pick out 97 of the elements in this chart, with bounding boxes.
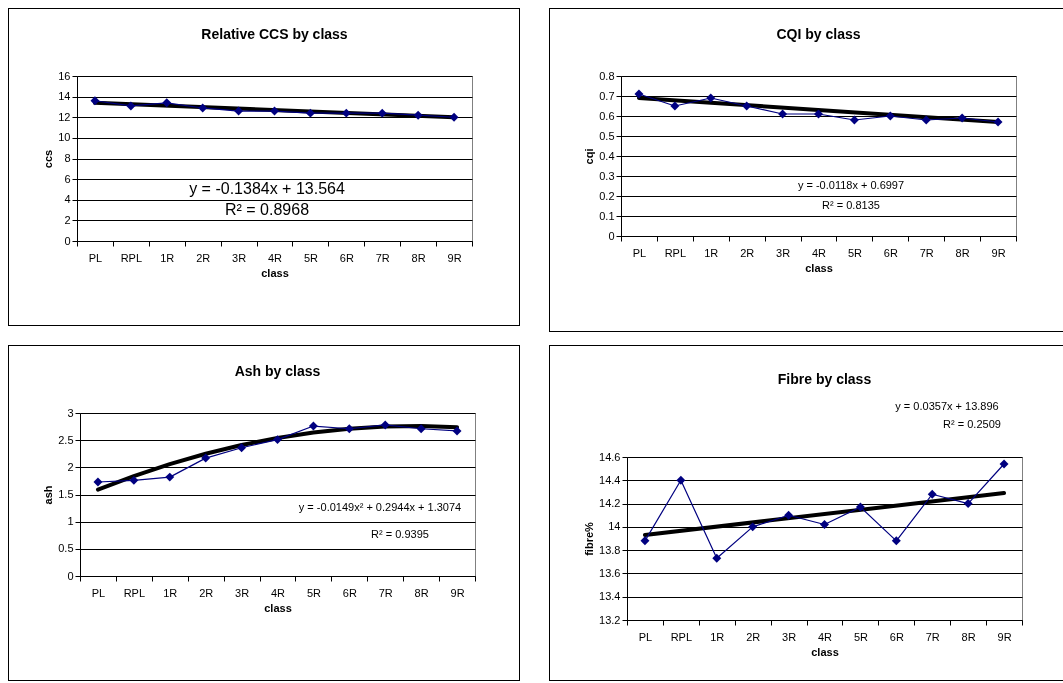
x-tick-label: 4R <box>267 251 283 264</box>
y-tick-label: 0.8 <box>599 69 615 82</box>
annotation: y = -0.0149x² + 0.2944x + 1.3074 <box>298 501 462 513</box>
annotation: y = -0.0118x + 0.6997 <box>797 179 905 191</box>
y-tick-label: 2 <box>64 213 71 226</box>
y-tick-label: 0.5 <box>599 129 615 142</box>
x-tick-label: 7R <box>378 586 393 599</box>
y-tick-label: 13.8 <box>599 543 621 556</box>
x-tick-label: PL <box>88 251 103 264</box>
y-tick-label: 14 <box>608 520 621 533</box>
x-tick-label: 6R <box>889 630 904 643</box>
x-tick-label: 7R <box>919 246 934 259</box>
x-axis-title: class <box>264 601 292 614</box>
x-tick-label: 9R <box>997 630 1012 643</box>
x-tick-label: 1R <box>704 246 719 259</box>
x-tick-label: 1R <box>163 586 178 599</box>
x-tick-label: 4R <box>811 246 827 259</box>
chart-title: CQI by class <box>776 26 861 42</box>
y-tick-label: 16 <box>58 69 71 82</box>
x-tick-label: 2R <box>740 246 755 259</box>
x-tick-label: 5R <box>847 246 862 259</box>
x-tick-label: 1R <box>710 630 725 643</box>
x-tick-label: 2R <box>196 251 211 264</box>
x-tick-label: 6R <box>883 246 898 259</box>
chart-title: Fibre by class <box>777 371 872 387</box>
x-tick-label: 4R <box>817 630 833 643</box>
y-tick-label: 13.4 <box>599 590 621 603</box>
x-tick-label: 3R <box>232 251 247 264</box>
x-tick-label: 9R <box>447 251 462 264</box>
y-tick-label: 14.2 <box>599 497 621 510</box>
y-tick-label: 0.3 <box>599 169 615 182</box>
y-tick-label: 13.2 <box>599 613 621 626</box>
y-tick-label: 14.4 <box>599 473 621 486</box>
y-axis-title: ash <box>42 485 55 505</box>
x-tick-label: 9R <box>450 586 465 599</box>
text: R² = 0.2509 <box>943 418 1001 430</box>
y-tick-label: 0.7 <box>599 89 615 102</box>
x-tick-label: PL <box>91 586 106 599</box>
x-tick-label: 3R <box>235 586 250 599</box>
x-tick-label: 5R <box>306 586 321 599</box>
x-tick-label: 9R <box>991 246 1006 259</box>
text: y = 0.0357x + 13.896 <box>895 400 999 412</box>
y-tick-label: 0.6 <box>599 109 615 122</box>
annotation: R² = 0.8968 <box>224 201 310 218</box>
x-tick-label: 6R <box>342 586 357 599</box>
y-tick-label: 2.5 <box>58 433 74 446</box>
y-tick-label: 14.6 <box>599 450 621 463</box>
x-tick-label: RPL <box>670 630 693 643</box>
chart-title: Ash by class <box>234 363 321 379</box>
annotation: R² = 0.9395 <box>371 528 429 540</box>
x-tick-label: 8R <box>414 586 429 599</box>
y-tick-label: 10 <box>58 131 71 144</box>
x-tick-label: 7R <box>375 251 390 264</box>
y-tick-label: 0.2 <box>599 189 615 202</box>
x-tick-label: PL <box>638 630 653 643</box>
x-tick-label: 4R <box>270 586 286 599</box>
y-tick-label: 0 <box>64 234 71 247</box>
y-tick-label: 0.1 <box>599 209 615 222</box>
x-tick-label: 7R <box>925 630 940 643</box>
x-tick-label: 8R <box>955 246 970 259</box>
x-tick-label: 5R <box>853 630 868 643</box>
annotation: y = -0.1384x + 13.564 <box>189 180 345 197</box>
y-tick-label: 2 <box>67 460 74 473</box>
x-tick-label: 8R <box>411 251 426 264</box>
x-tick-label: PL <box>632 246 647 259</box>
x-tick-label: RPL <box>123 586 146 599</box>
x-axis-title: class <box>805 261 833 274</box>
x-tick-label: 1R <box>160 251 175 264</box>
y-tick-label: 3 <box>67 406 74 419</box>
y-tick-label: 12 <box>58 110 71 123</box>
y-tick-label: 8 <box>64 152 71 164</box>
x-axis-title: class <box>811 645 839 658</box>
x-tick-label: RPL <box>120 251 143 264</box>
x-axis-title: class <box>261 266 289 279</box>
y-tick-label: 6 <box>64 172 71 185</box>
x-tick-label: 5R <box>303 251 318 264</box>
y-tick-label: 4 <box>64 193 71 206</box>
x-tick-label: 8R <box>961 630 976 643</box>
x-tick-label: RPL <box>664 246 687 259</box>
y-tick-label: 1 <box>67 515 74 528</box>
y-tick-label: 1.5 <box>58 488 74 500</box>
y-tick-label: 13.6 <box>599 566 621 579</box>
y-axis-title: fibre% <box>583 521 596 556</box>
x-tick-label: 2R <box>199 586 214 599</box>
y-tick-label: 14 <box>58 90 71 103</box>
y-axis-title: ccs <box>42 149 55 169</box>
annotation: R² = 0.8135 <box>822 199 880 211</box>
x-tick-label: 3R <box>782 630 797 643</box>
y-tick-label: 0.4 <box>599 149 615 162</box>
y-tick-label: 0 <box>608 229 615 242</box>
chart-title: Relative CCS by class <box>201 26 348 42</box>
x-tick-label: 6R <box>339 251 354 264</box>
x-tick-label: 2R <box>746 630 761 643</box>
y-axis-title: cqi <box>583 148 596 165</box>
y-tick-label: 0 <box>67 569 74 582</box>
y-tick-label: 0.5 <box>58 542 74 555</box>
x-tick-label: 3R <box>776 246 791 259</box>
